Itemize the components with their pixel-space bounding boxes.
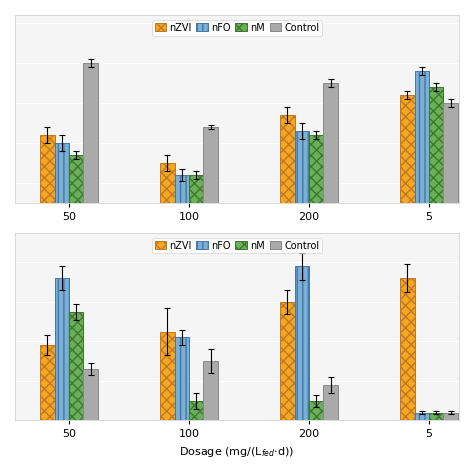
Bar: [415, 412, 429, 420]
Bar: [203, 127, 218, 422]
Bar: [400, 278, 415, 420]
Bar: [160, 331, 174, 420]
Bar: [280, 302, 295, 420]
Bar: [295, 131, 309, 422]
Bar: [189, 175, 203, 422]
Legend: nZVI, nFO, nM, Control: nZVI, nFO, nM, Control: [152, 237, 322, 254]
Bar: [429, 87, 443, 422]
Bar: [174, 337, 189, 420]
Bar: [174, 175, 189, 422]
Bar: [40, 135, 55, 422]
Bar: [69, 155, 83, 422]
Bar: [323, 385, 338, 420]
Bar: [400, 95, 415, 422]
Legend: nZVI, nFO, nM, Control: nZVI, nFO, nM, Control: [152, 20, 322, 36]
Bar: [280, 115, 295, 422]
X-axis label: Dosage (mg/(L$_{fed}$$\cdot$d)): Dosage (mg/(L$_{fed}$$\cdot$d)): [179, 445, 295, 459]
Bar: [429, 412, 443, 420]
Bar: [203, 361, 218, 420]
Bar: [443, 412, 458, 420]
Bar: [40, 346, 55, 420]
Bar: [69, 312, 83, 420]
Bar: [55, 278, 69, 420]
Bar: [83, 369, 98, 420]
Bar: [443, 103, 458, 422]
Bar: [323, 83, 338, 422]
Bar: [83, 63, 98, 422]
Bar: [415, 71, 429, 422]
Bar: [160, 163, 174, 422]
Bar: [309, 135, 323, 422]
Bar: [55, 143, 69, 422]
Bar: [309, 401, 323, 420]
Bar: [189, 401, 203, 420]
Bar: [295, 266, 309, 420]
